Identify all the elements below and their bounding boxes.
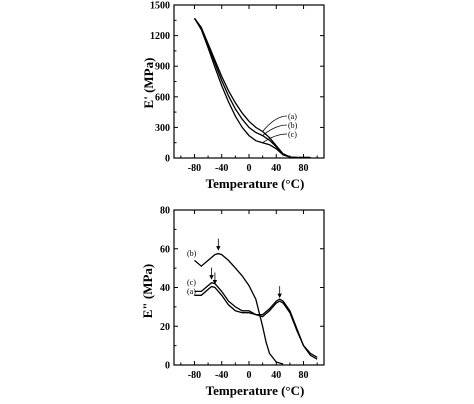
y-tick-label: 600 [155, 92, 170, 103]
series-line [194, 252, 284, 365]
peak-arrow-head [209, 275, 214, 280]
y-tick-label: 40 [160, 283, 170, 294]
x-tick-label: 80 [299, 370, 309, 381]
peak-arrow-head [216, 246, 221, 251]
y-tick-label: 300 [155, 123, 170, 134]
x-tick-label: 40 [271, 163, 281, 174]
peak-arrow-head [212, 280, 218, 285]
label-leader [262, 115, 288, 132]
y-tick-label: 0 [165, 361, 170, 372]
y-axis-title: E' (MPa) [141, 58, 156, 109]
x-tick-label: -40 [215, 370, 228, 381]
x-tick-label: -40 [215, 163, 228, 174]
x-tick-label: 0 [247, 370, 252, 381]
x-axis-title: Temperature (°C) [206, 383, 305, 398]
data-series [193, 17, 311, 159]
series-line [194, 285, 318, 360]
x-tick-label: 0 [247, 163, 252, 174]
series-label: (b) [288, 121, 298, 130]
y-tick-label: 80 [160, 206, 170, 217]
series-labels: (b) (c)(a) [187, 249, 197, 296]
x-tick-label: 40 [271, 370, 281, 381]
axis-ticks: -80 -40 0 40 80 0 300 600 900 1200 1500 [150, 1, 324, 174]
peak-markers [209, 238, 282, 299]
series-label: (a) [288, 112, 297, 121]
series-label: (c) [187, 278, 196, 287]
series-line [194, 281, 318, 358]
y-tick-label: 900 [155, 62, 170, 73]
series-labels: (a)(b)(c) [262, 112, 298, 144]
series-label: (b) [187, 249, 197, 258]
x-axis-title: Temperature (°C) [206, 176, 305, 191]
x-tick-label: -80 [188, 370, 201, 381]
y-axis-title: E" (MPa) [140, 264, 155, 319]
y-tick-label: 0 [165, 154, 170, 165]
series-label: (a) [187, 287, 196, 296]
data-series [194, 252, 318, 365]
y-tick-label: 1500 [150, 1, 170, 12]
label-leader [262, 124, 288, 136]
axis-ticks: -80 -40 0 40 80 0 20 40 60 80 [160, 206, 324, 381]
x-tick-label: -80 [188, 163, 201, 174]
x-tick-label: 80 [299, 163, 309, 174]
label-leader [262, 133, 288, 144]
y-tick-label: 20 [160, 322, 170, 333]
y-tick-label: 1200 [150, 31, 170, 42]
series-label: (c) [288, 130, 297, 139]
peak-arrow-head [277, 293, 282, 299]
series-line [193, 17, 311, 159]
y-tick-label: 60 [160, 244, 170, 255]
